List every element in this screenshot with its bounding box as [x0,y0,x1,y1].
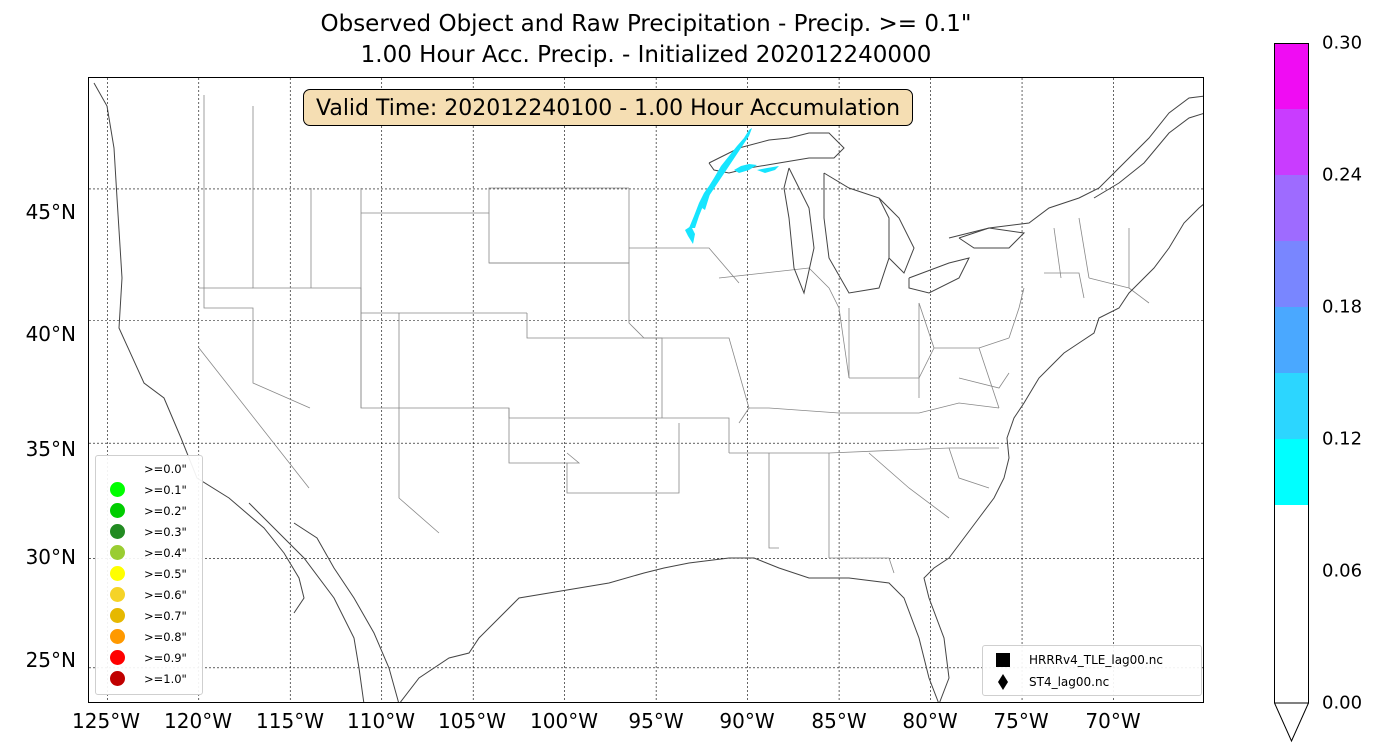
legend-item: >=0.8" [96,626,202,647]
legend-item-hrrr: HRRRv4_TLE_lag00.nc [983,649,1201,671]
legend-item: >=0.1" [96,479,202,500]
legend-label: >=0.4" [144,546,187,560]
lon-label-120: 120°W [164,709,232,733]
legend-item: >=0.3" [96,521,202,542]
legend-label: ST4_lag00.nc [1029,675,1110,689]
legend-label: >=0.2" [144,504,187,518]
state-boundaries [198,95,1150,574]
valid-time-box: Valid Time: 202012240100 - 1.00 Hour Acc… [303,89,914,126]
colorbar-bin [1274,109,1309,175]
colorbar [1274,43,1309,743]
precip-cell [685,226,695,244]
colorbar-tick-label: 0.30 [1322,32,1363,54]
precip-cell [757,166,779,173]
diamond-marker-icon [998,674,1008,690]
square-marker-icon [996,653,1010,667]
legend-dot [110,629,125,644]
lon-label-115: 115°W [256,709,324,733]
legend-label: HRRRv4_TLE_lag00.nc [1029,653,1163,667]
lat-label-45: 45°N [25,200,76,224]
lon-label-100: 100°W [530,709,598,733]
coastlines [93,82,1203,702]
chart-subtitle: 1.00 Hour Acc. Precip. - Initialized 202… [360,42,932,68]
legend-item-st4: ST4_lag00.nc [983,671,1201,693]
legend-dot [110,587,125,602]
lat-label-25: 25°N [25,648,76,672]
lon-label-95: 95°W [628,709,684,733]
colorbar-tick-label: 0.24 [1322,164,1363,186]
legend-item: >=1.0" [96,668,202,689]
legend-dot [110,461,125,476]
colorbar-bin [1274,307,1309,373]
lon-label-90: 90°W [719,709,775,733]
legend-dot [110,671,125,686]
lat-label-40: 40°N [25,322,76,346]
colorbar-tick-label: 0.18 [1322,296,1363,318]
legend-label: >=1.0" [144,672,187,686]
legend-dot [110,503,125,518]
lat-label-35: 35°N [25,437,76,461]
threshold-legend: >=0.0" >=0.1" >=0.2" >=0.3" >=0.4" >=0.5… [95,455,203,695]
colorbar-extend [1274,702,1309,743]
legend-label: >=0.3" [144,525,187,539]
legend-label: >=0.0" [144,462,187,476]
legend-dot [110,650,125,665]
colorbar-bin [1274,241,1309,307]
legend-label: >=0.1" [144,483,187,497]
chart-title: Observed Object and Raw Precipitation - … [320,11,972,37]
colorbar-bin [1274,439,1309,505]
lon-label-125: 125°W [72,709,140,733]
graticule [89,78,1203,702]
legend-dot [110,524,125,539]
legend-item: >=0.7" [96,605,202,626]
precip-cell [689,128,752,228]
legend-label: >=0.8" [144,630,187,644]
lon-label-75: 75°W [993,709,1049,733]
colorbar-bin [1274,373,1309,439]
lon-label-110: 110°W [347,709,415,733]
lon-label-85: 85°W [811,709,867,733]
lon-label-105: 105°W [438,709,506,733]
legend-dot [110,545,125,560]
legend-item: >=0.6" [96,584,202,605]
legend-item: >=0.0" [96,458,202,479]
colorbar-tick-label: 0.00 [1322,692,1363,714]
legend-item: >=0.2" [96,500,202,521]
legend-item: >=0.9" [96,647,202,668]
map-panel[interactable] [88,77,1204,703]
precip-cell [734,164,757,173]
legend-label: >=0.5" [144,567,187,581]
legend-label: >=0.9" [144,651,187,665]
legend-dot [110,482,125,497]
map-canvas [89,78,1203,702]
legend-item: >=0.5" [96,563,202,584]
colorbar-bin [1274,505,1309,703]
colorbar-bin [1274,175,1309,241]
lon-label-70: 70°W [1085,709,1141,733]
colorbar-tick-label: 0.12 [1322,428,1363,450]
model-legend: HRRRv4_TLE_lag00.nc ST4_lag00.nc [982,645,1202,696]
lat-label-30: 30°N [25,545,76,569]
colorbar-bin [1274,43,1309,109]
legend-label: >=0.7" [144,609,187,623]
legend-dot [110,566,125,581]
lon-label-80: 80°W [902,709,958,733]
legend-item: >=0.4" [96,542,202,563]
legend-dot [110,608,125,623]
precipitation-object [685,128,779,244]
precip-cell [702,190,710,210]
colorbar-tick-label: 0.06 [1322,560,1363,582]
colorbar-outline [1274,43,1309,703]
legend-label: >=0.6" [144,588,187,602]
